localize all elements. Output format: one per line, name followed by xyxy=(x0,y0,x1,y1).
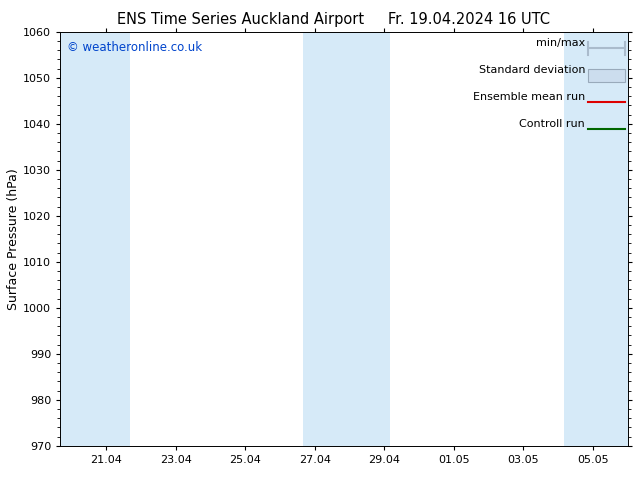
Text: Fr. 19.04.2024 16 UTC: Fr. 19.04.2024 16 UTC xyxy=(388,12,550,27)
Bar xyxy=(60,32,130,446)
Bar xyxy=(564,32,633,446)
Text: Ensemble mean run: Ensemble mean run xyxy=(473,92,585,102)
Text: min/max: min/max xyxy=(536,38,585,48)
Y-axis label: Surface Pressure (hPa): Surface Pressure (hPa) xyxy=(8,168,20,310)
Text: Controll run: Controll run xyxy=(519,119,585,129)
Text: ENS Time Series Auckland Airport: ENS Time Series Auckland Airport xyxy=(117,12,365,27)
Bar xyxy=(304,32,391,446)
Text: Standard deviation: Standard deviation xyxy=(479,65,585,75)
Bar xyxy=(588,69,625,82)
Text: © weatheronline.co.uk: © weatheronline.co.uk xyxy=(67,41,202,54)
